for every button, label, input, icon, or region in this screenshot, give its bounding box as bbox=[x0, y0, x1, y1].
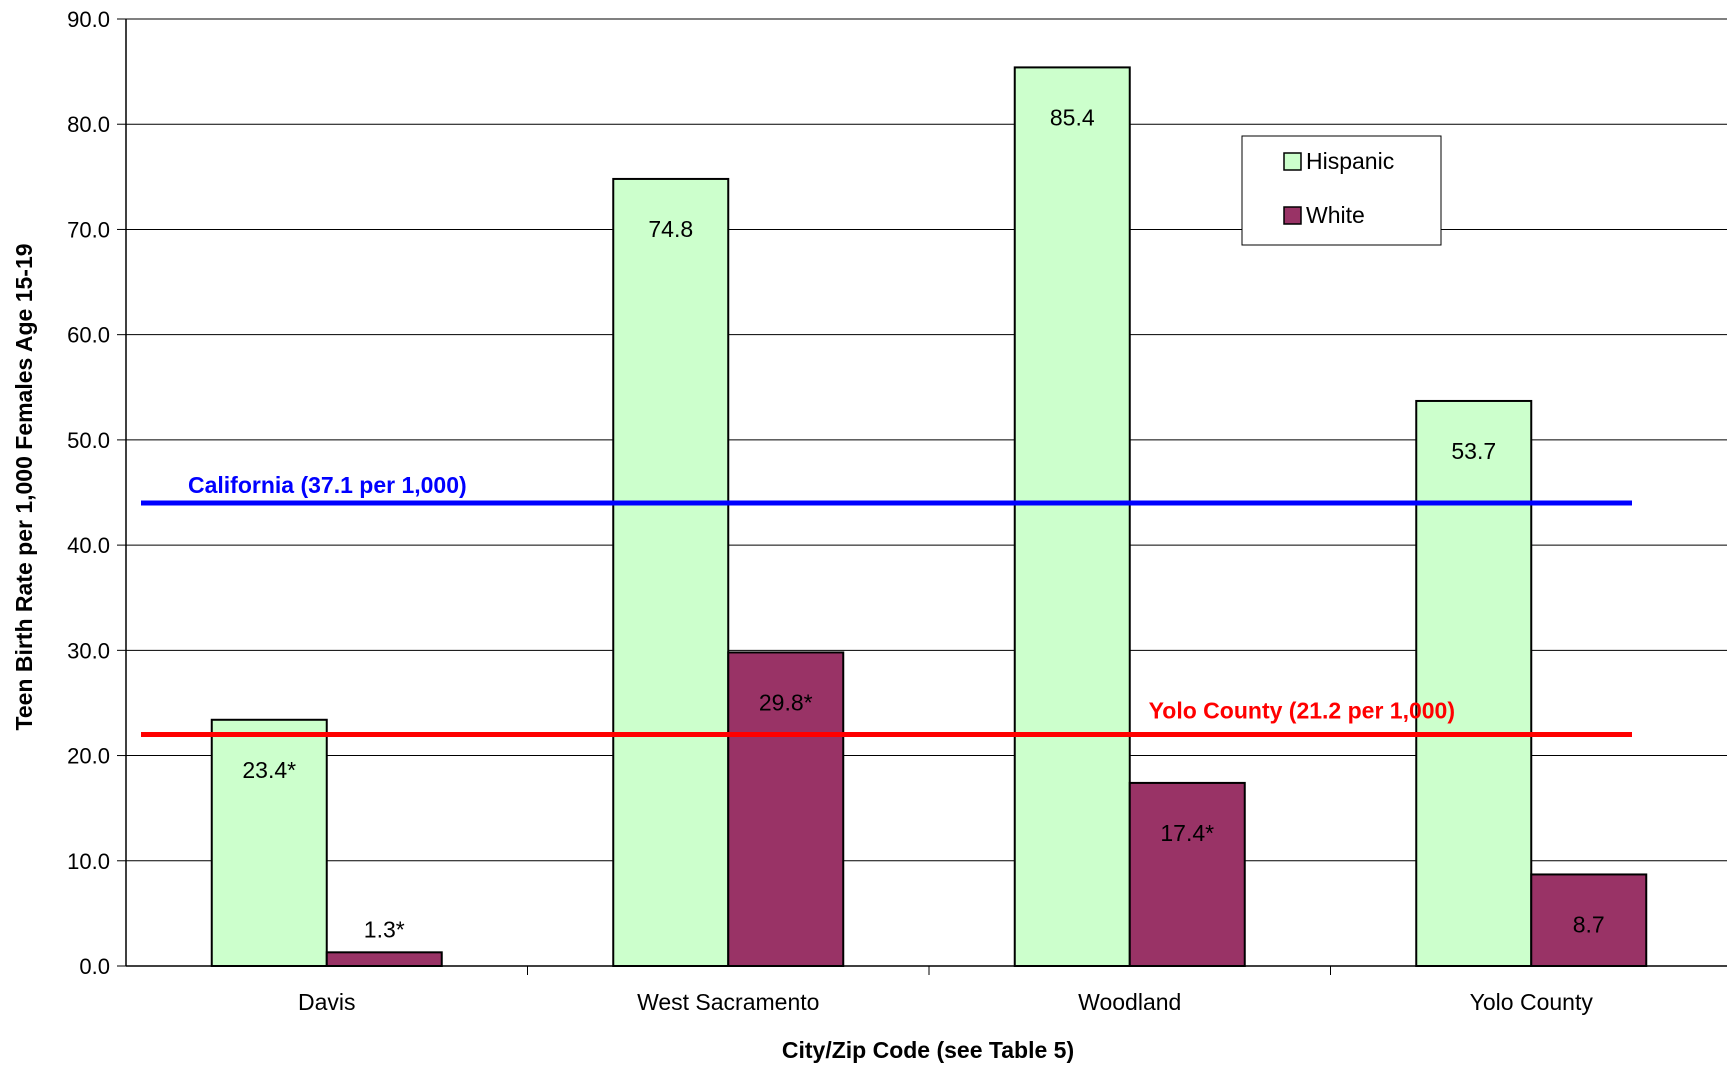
bar-white-davis bbox=[325, 951, 443, 967]
y-tick-label: 40.0 bbox=[67, 533, 110, 558]
y-tick-label: 0.0 bbox=[79, 954, 110, 979]
bar-hispanic-west-sacramento bbox=[612, 177, 730, 967]
y-tick-label: 30.0 bbox=[67, 638, 110, 663]
bar-white-west-sacramento bbox=[727, 651, 845, 968]
bar-white-yolo-county bbox=[1530, 873, 1648, 967]
data-label: 53.7 bbox=[1451, 438, 1496, 464]
x-tick-label: Woodland bbox=[1078, 989, 1181, 1015]
reference-line-label: Yolo County (21.2 per 1,000) bbox=[1149, 698, 1455, 724]
x-tick-label: Yolo County bbox=[1470, 989, 1594, 1015]
bar-hispanic-davis bbox=[210, 718, 328, 968]
gridlines bbox=[126, 18, 1727, 862]
legend-label-white: White bbox=[1306, 202, 1365, 228]
x-axis-title: City/Zip Code (see Table 5) bbox=[782, 1037, 1074, 1063]
data-label: 23.4* bbox=[242, 757, 296, 783]
data-label: 29.8* bbox=[759, 689, 813, 715]
y-tick-label: 20.0 bbox=[67, 744, 110, 769]
data-label: 1.3* bbox=[364, 916, 405, 942]
data-label: 85.4 bbox=[1050, 104, 1095, 130]
legend-swatch-white bbox=[1283, 206, 1302, 225]
axes: 0.0 10.0 20.0 30.0 40.0 50.0 60.0 70.0 80.0 90.0 D… bbox=[67, 7, 1727, 1015]
x-tick-label: Davis bbox=[298, 989, 356, 1015]
bar-white-woodland bbox=[1128, 781, 1246, 967]
y-axis-title: Teen Birth Rate per 1,000 Females Age 15… bbox=[11, 243, 37, 730]
reference-line-label: California (37.1 per 1,000) bbox=[188, 472, 467, 498]
data-label: 17.4* bbox=[1160, 820, 1214, 846]
legend-swatch-hispanic bbox=[1283, 152, 1302, 171]
y-tick-label: 80.0 bbox=[67, 112, 110, 137]
x-tick-label: West Sacramento bbox=[637, 989, 819, 1015]
legend-label-hispanic: Hispanic bbox=[1306, 148, 1394, 174]
bars bbox=[210, 66, 1648, 968]
legend-box bbox=[1241, 135, 1442, 246]
legend: Hispanic White bbox=[1241, 135, 1442, 246]
reference-lines: California (37.1 per 1,000) Yolo County (… bbox=[141, 472, 1632, 738]
data-labels: 23.4* 1.3* 74.8 29.8* 85.4 17.4* 53.7 8.7 bbox=[242, 104, 1604, 942]
data-label: 74.8 bbox=[648, 216, 693, 242]
y-tick-label: 60.0 bbox=[67, 323, 110, 348]
y-tick-label: 70.0 bbox=[67, 217, 110, 242]
data-label: 8.7 bbox=[1573, 911, 1605, 937]
y-tick-label: 10.0 bbox=[67, 849, 110, 874]
y-tick-label: 50.0 bbox=[67, 428, 110, 453]
bar-hispanic-woodland bbox=[1013, 66, 1131, 967]
y-tick-label: 90.0 bbox=[67, 7, 110, 32]
bar-hispanic-yolo-county bbox=[1415, 399, 1533, 967]
